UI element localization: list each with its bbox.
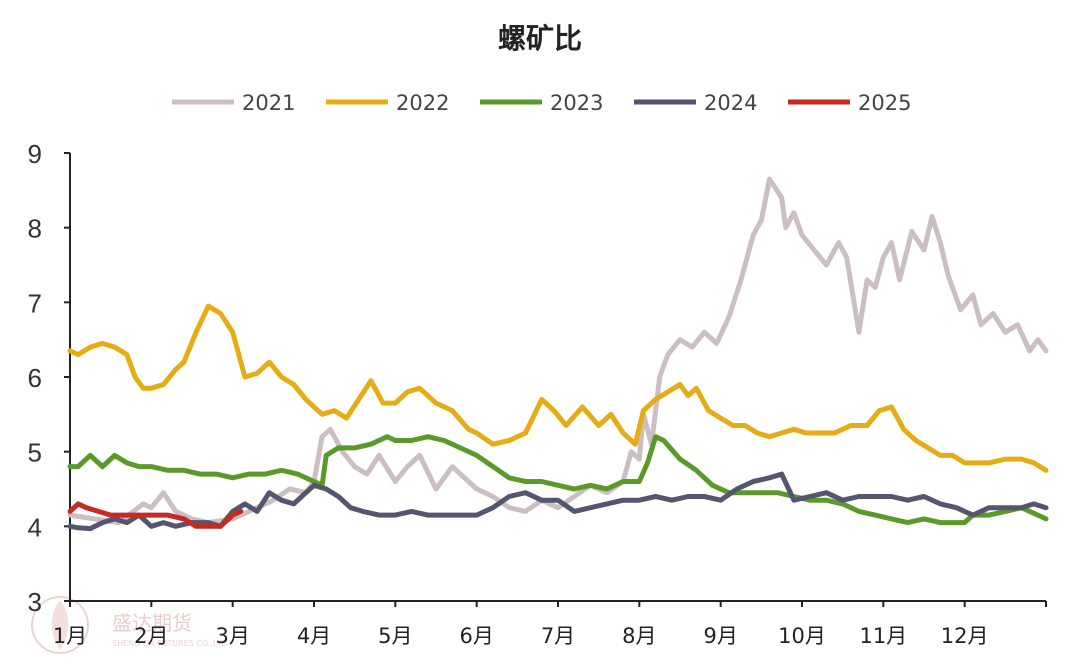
series-line-2024: [67, 471, 1049, 532]
legend-label-2022: 2022: [396, 91, 449, 115]
chart-title: 螺矿比: [498, 22, 582, 55]
legend-label-2025: 2025: [858, 91, 911, 115]
x-tick-label: 4月: [297, 624, 331, 648]
y-tick-label: 9: [28, 139, 42, 169]
x-tick-label: 12月: [941, 624, 989, 648]
legend-label-2023: 2023: [550, 91, 603, 115]
x-tick-label: 1月: [53, 624, 87, 648]
y-tick-label: 5: [28, 438, 42, 468]
watermark: 盛达期货 SHENG DA FUTURES CO.,LTD: [31, 596, 227, 654]
legend: 2021 2022 2023 2024 2025: [172, 91, 911, 115]
series-line-2023: [67, 434, 1049, 526]
y-tick-label: 6: [28, 363, 42, 393]
x-tick-label: 5月: [378, 624, 412, 648]
x-tick-label: 8月: [622, 624, 656, 648]
watermark-subtext: SHENG DA FUTURES CO.,LTD: [112, 639, 227, 648]
legend-label-2021: 2021: [242, 91, 295, 115]
y-tick-label: 4: [28, 512, 42, 542]
x-tick-label: 9月: [703, 624, 737, 648]
x-tick-label: 6月: [459, 624, 493, 648]
watermark-flame-icon: [51, 600, 69, 650]
x-tick-label: 3月: [215, 624, 249, 648]
y-tick-label: 8: [28, 214, 42, 244]
axes: 3 4 5 6 7 8 9 1月 2月 3月 4月 5月 6月 7月 8月 9月 10月 11月 12月: [28, 139, 1047, 648]
series-group: [67, 176, 1049, 532]
y-tick-label: 7: [28, 288, 42, 318]
series-line-2022: [67, 303, 1049, 473]
watermark-logo-icon: [31, 596, 89, 654]
watermark-text: 盛达期货: [112, 611, 192, 635]
x-tick-label: 2月: [134, 624, 168, 648]
x-tick-label: 7月: [541, 624, 575, 648]
series-line-2025: [67, 501, 244, 529]
series-line-2021: [67, 176, 1049, 526]
legend-label-2024: 2024: [704, 91, 757, 115]
y-tick-label: 3: [28, 587, 42, 617]
x-tick-label: 10月: [778, 624, 826, 648]
x-tick-label: 11月: [859, 624, 907, 648]
